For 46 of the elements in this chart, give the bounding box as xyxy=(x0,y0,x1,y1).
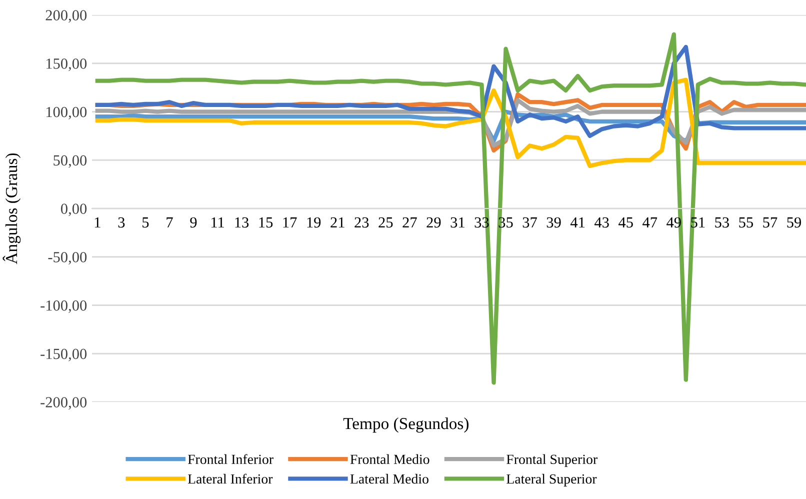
x-tick-label: 45 xyxy=(618,217,633,228)
y-tick-label: -50,00 xyxy=(48,252,87,265)
x-tick-label: 39 xyxy=(546,217,561,228)
legend-label: Lateral Inferior xyxy=(188,474,273,484)
x-tick-label: 5 xyxy=(142,217,149,228)
x-tick-label: 59 xyxy=(787,217,802,228)
x-tick-label: 19 xyxy=(307,217,321,228)
x-tick-label: 3 xyxy=(118,217,125,228)
x-tick-label: 29 xyxy=(426,217,441,228)
line-series xyxy=(95,78,806,168)
x-tick-label: 7 xyxy=(166,217,173,228)
x-tick-label: 55 xyxy=(739,217,753,228)
x-tick-label: 47 xyxy=(642,217,658,228)
y-tick-label: 200,00 xyxy=(46,10,87,23)
x-tick-label: 25 xyxy=(378,217,393,228)
x-tick-label: 21 xyxy=(330,217,344,228)
x-tick-label: 11 xyxy=(211,217,224,228)
x-tick-label: 9 xyxy=(190,217,197,228)
x-tick-label: 37 xyxy=(522,217,537,228)
y-tick-label: -200,00 xyxy=(40,397,87,410)
x-tick-label: 57 xyxy=(763,217,778,228)
x-tick-label: 53 xyxy=(715,217,729,228)
x-tick-label: 1 xyxy=(94,217,100,228)
x-tick-label: 41 xyxy=(570,217,585,228)
y-tick-label: -150,00 xyxy=(40,348,87,362)
x-tick-label: 17 xyxy=(283,217,297,228)
x-tick-label: 23 xyxy=(354,217,369,228)
legend-label: Lateral Medio xyxy=(350,474,428,484)
legend-label: Frontal Inferior xyxy=(188,454,274,464)
x-axis-title: Tempo (Segundos) xyxy=(343,417,468,433)
line-series xyxy=(95,32,806,385)
legend-label: Frontal Superior xyxy=(506,454,598,467)
line-series xyxy=(95,44,806,138)
legend-label: Lateral Superior xyxy=(506,474,597,486)
legend-label: Frontal Medio xyxy=(350,454,430,464)
x-tick-label: 13 xyxy=(235,217,249,228)
x-tick-label: 31 xyxy=(450,217,464,228)
x-tick-label: 27 xyxy=(402,217,417,228)
x-tick-label: 43 xyxy=(594,217,609,228)
y-tick-label: 150,00 xyxy=(46,58,87,72)
x-tick-label: 15 xyxy=(259,217,273,228)
y-tick-label: 50,00 xyxy=(54,155,87,168)
y-axis-title: Ângulos (Graus) xyxy=(2,153,21,264)
y-tick-label: 100,00 xyxy=(46,106,87,120)
y-tick-label: 0,00 xyxy=(60,204,87,216)
y-tick-label: -100,00 xyxy=(40,300,87,313)
